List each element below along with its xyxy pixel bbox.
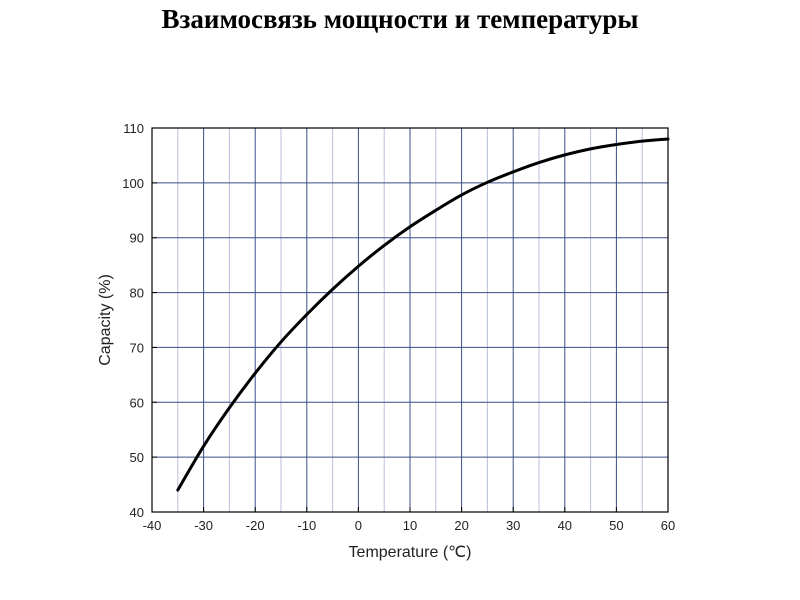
x-tick-label: 60 — [661, 518, 675, 533]
x-tick-label: 10 — [403, 518, 417, 533]
y-tick-label: 90 — [130, 231, 144, 246]
x-tick-label: -10 — [297, 518, 316, 533]
x-tick-label: 40 — [558, 518, 572, 533]
y-tick-label: 60 — [130, 395, 144, 410]
x-tick-label: -20 — [246, 518, 265, 533]
page-title: Взаимосвязь мощности и температуры — [161, 4, 639, 34]
y-tick-label: 70 — [130, 340, 144, 355]
y-tick-label: 110 — [123, 121, 144, 136]
x-tick-label: 30 — [506, 518, 520, 533]
axis-ticks: -40 -30 -20 -10 0 10 20 30 40 50 60 40 50 60 70 80 90 100… — [122, 121, 675, 533]
x-tick-label: 0 — [355, 518, 362, 533]
x-tick-label: 50 — [609, 518, 623, 533]
x-tick-label: -40 — [143, 518, 162, 533]
y-tick-label: 40 — [130, 505, 144, 520]
y-tick-label: 100 — [122, 176, 144, 191]
x-tick-label: 20 — [454, 518, 468, 533]
series-line — [176, 137, 670, 492]
x-tick-label: -30 — [194, 518, 213, 533]
x-axis-title: Temperature (℃) — [349, 544, 472, 561]
grid — [152, 128, 668, 512]
y-tick-label: 80 — [130, 286, 144, 301]
y-tick-label: 50 — [130, 450, 144, 465]
y-axis-title: Capacity (%) — [97, 274, 114, 366]
